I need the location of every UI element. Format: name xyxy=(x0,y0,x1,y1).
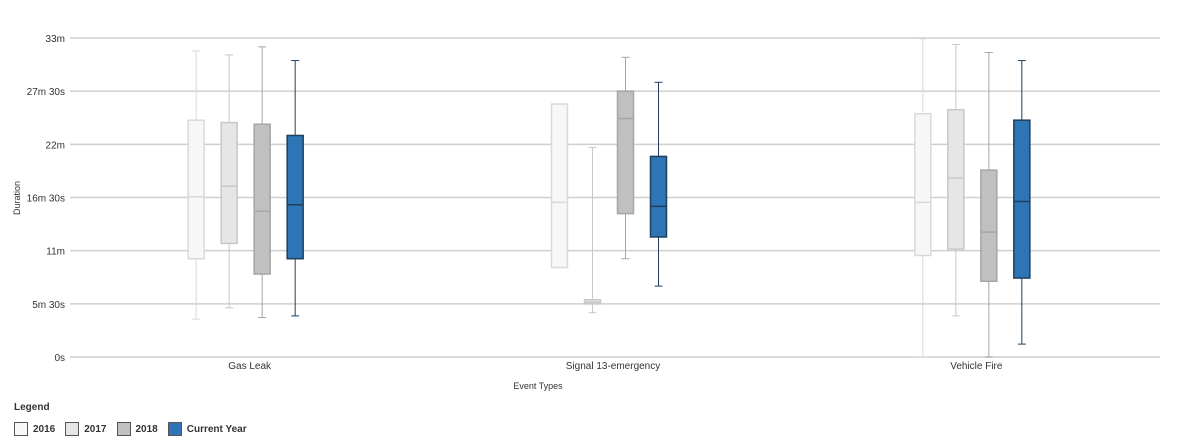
legend-label: 2016 xyxy=(33,423,56,435)
box-plot-item[interactable] xyxy=(947,43,965,317)
box xyxy=(1013,119,1031,279)
box-plot-item[interactable] xyxy=(220,54,238,309)
box xyxy=(220,121,238,245)
y-tick-label: 16m 30s xyxy=(27,194,65,205)
box-plot-item[interactable] xyxy=(980,52,998,358)
x-tick-label: Signal 13-emergency xyxy=(566,361,661,372)
legend-label: 2018 xyxy=(135,423,158,435)
legend-label: 2017 xyxy=(84,423,107,435)
box-plot-item[interactable] xyxy=(616,56,635,260)
y-tick-label: 27m 30s xyxy=(27,87,65,98)
y-axis-title: Duration xyxy=(12,181,22,215)
legend-item[interactable]: 2017 xyxy=(65,422,107,436)
box xyxy=(980,169,998,283)
y-tick-label: 11m xyxy=(46,247,65,258)
box-plot-item[interactable] xyxy=(286,60,304,317)
y-tick-labels: 0s 5m 30s 11m 16m 30s 22m 27m 30s 33m xyxy=(27,34,65,364)
legend-items: 2016 2017 2018 Current Year xyxy=(14,422,257,436)
legend-swatch xyxy=(167,422,182,436)
box xyxy=(947,108,965,250)
legend-swatch xyxy=(65,422,80,436)
y-tick-label: 5m 30s xyxy=(32,300,65,311)
box-series xyxy=(187,38,1031,358)
box-plot-item[interactable] xyxy=(583,147,602,314)
box xyxy=(649,155,668,238)
legend: Legend 2016 2017 2018 Current Year xyxy=(14,402,257,436)
legend-swatch xyxy=(116,422,131,436)
box-plot-item[interactable] xyxy=(1013,60,1031,345)
y-tick-label: 0s xyxy=(54,353,65,364)
box xyxy=(616,90,635,215)
y-tick-label: 22m xyxy=(46,140,65,151)
box-plot-item[interactable] xyxy=(649,81,668,287)
legend-label: Current Year xyxy=(186,423,247,435)
box xyxy=(187,119,205,260)
y-tick-label: 33m xyxy=(46,34,65,45)
box-plot-item[interactable] xyxy=(914,38,932,358)
box-plot-item[interactable] xyxy=(550,103,569,269)
legend-item[interactable]: 2016 xyxy=(14,422,55,436)
x-axis-title: Event Types xyxy=(513,381,563,391)
box xyxy=(286,134,304,260)
box-plot-item[interactable] xyxy=(187,50,205,320)
legend-swatch xyxy=(14,422,28,436)
x-tick-labels: Gas Leak Signal 13-emergency Vehicle Fire xyxy=(228,361,1003,372)
box xyxy=(550,103,569,269)
legend-title: Legend xyxy=(14,402,50,413)
box xyxy=(914,112,932,257)
x-tick-label: Gas Leak xyxy=(228,361,272,372)
gridlines xyxy=(70,37,1160,358)
x-tick-label: Vehicle Fire xyxy=(950,361,1003,372)
legend-item[interactable]: Current Year xyxy=(167,422,247,436)
box-plot-item[interactable] xyxy=(253,46,271,319)
box xyxy=(253,123,271,275)
legend-item[interactable]: 2018 xyxy=(116,422,158,436)
